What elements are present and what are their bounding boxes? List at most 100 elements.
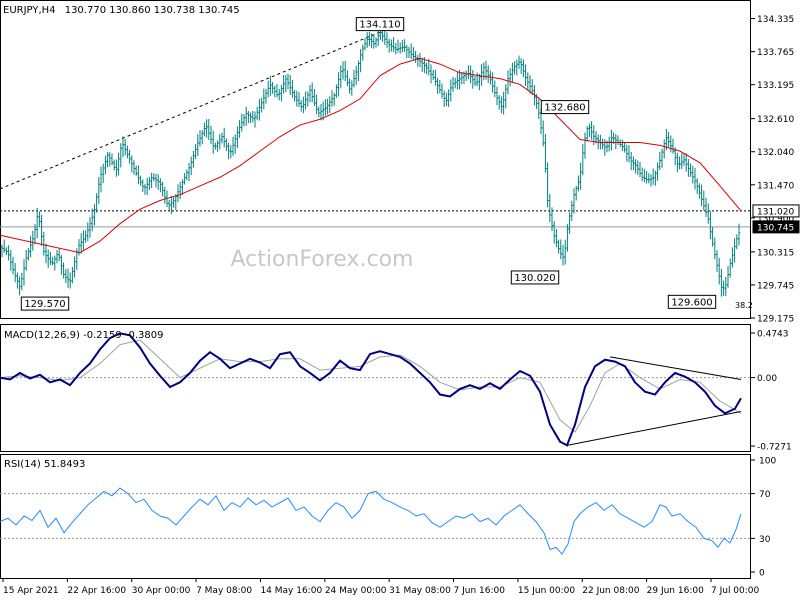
macd-signal-line [0, 339, 742, 433]
macd-trendlines [566, 356, 742, 446]
ohlc-bar [632, 156, 635, 171]
price-annotation: 134.110 [355, 17, 405, 32]
y-tick-label: -0.7271 [757, 443, 792, 453]
ohlc-bar [271, 81, 274, 94]
annotation-label: 129.570 [24, 299, 65, 310]
ohlc-bar [392, 37, 395, 52]
ohlc-bar [511, 62, 514, 83]
y-tick-label: 131.470 [757, 181, 794, 191]
y-tick-label: 133.195 [757, 81, 794, 91]
ohlc-bar [414, 50, 417, 63]
ohlc-bar [425, 62, 428, 75]
x-tick-label: 7 May 08:00 [196, 586, 252, 596]
annotation-label: 134.110 [359, 20, 400, 31]
y-tick-label: 134.335 [757, 15, 794, 25]
ohlc-bar [304, 91, 307, 110]
ohlc-bar [687, 158, 690, 177]
y-tick-label: 30 [759, 535, 771, 545]
x-tick-label: 7 Jun 16:00 [454, 586, 506, 596]
macd-title: MACD(12,26,9) -0.2159 -0.3809 [4, 330, 164, 341]
level-label: 131.020 [752, 204, 800, 218]
rsi-title: RSI(14) 51.8493 [4, 459, 85, 470]
y-tick-label: 0.00 [757, 374, 777, 384]
ohlc-bar [737, 223, 741, 246]
price-levels [0, 210, 750, 228]
ohlc-bar [731, 247, 734, 268]
price-annotation: 129.600 [667, 294, 717, 309]
trendline [0, 31, 381, 190]
ohlc-bar [480, 63, 483, 86]
ohlc-bar [698, 183, 701, 199]
x-tick-label: 15 Apr 2021 [3, 586, 59, 596]
ohlc-bar [720, 268, 723, 297]
fib-label: 38.2 [735, 301, 753, 310]
macd-trendline [609, 356, 742, 380]
ohlc-bar [665, 128, 668, 151]
price-annotations: 134.110 132.680 130.020 129.570 129.600 38.2 [20, 17, 753, 311]
y-tick-label: 129.175 [757, 315, 794, 325]
ohlc-bar [643, 168, 646, 183]
macd-main-line [0, 332, 742, 447]
y-tick-label: 130.900 [757, 214, 794, 224]
annotation-label: 130.020 [514, 273, 555, 284]
rsi-panel-frame [0, 454, 751, 579]
y-tick-label: 0 [759, 569, 765, 579]
ohlc-bar [502, 91, 505, 115]
price-bars [0, 24, 741, 297]
svg-text:EURJPY,H4 130.770 130.860: EURJPY,H4 130.770 130.860 130.738 130.74… [3, 5, 240, 16]
y-tick-label: 70 [759, 490, 771, 500]
ma-line [0, 57, 742, 254]
x-tick-label: 29 Jun 16:00 [647, 586, 704, 596]
ohlc-bar [577, 175, 580, 192]
ohlc-bar [544, 133, 547, 173]
moving-average [0, 57, 742, 254]
rsi-line [0, 487, 742, 555]
ohlc-bar [38, 211, 41, 227]
x-tick-label: 14 May 16:00 [260, 586, 322, 596]
macd-axis: 0.4743 0.00 -0.7271 [751, 330, 792, 453]
rsi-series-line [0, 487, 742, 555]
ohlc-values: 130.770 130.860 130.738 130.745 [65, 5, 240, 16]
y-tick-label: 130.315 [757, 248, 794, 258]
y-tick-label: 133.765 [757, 48, 794, 58]
x-tick-label: 7 Jul 00:00 [711, 586, 760, 596]
ohlc-bar [491, 72, 494, 93]
x-tick-label: 30 Apr 00:00 [132, 586, 191, 596]
price-annotation: 132.680 [540, 100, 590, 115]
x-tick-label: 22 Jun 08:00 [582, 586, 639, 596]
ohlc-bar [49, 251, 52, 266]
y-tick-label: 0.4743 [757, 330, 789, 340]
ohlc-bar [18, 276, 21, 296]
annotation-label: 132.680 [544, 103, 585, 114]
ohlc-bar [14, 262, 17, 283]
macd-trendline [566, 410, 742, 446]
svg-text:131.020: 131.020 [757, 207, 794, 217]
ohlc-bar [282, 75, 285, 94]
ohlc-bar [709, 211, 712, 240]
ohlc-bar [436, 77, 439, 95]
macd-panel-frame [0, 324, 751, 452]
ohlc-bar [348, 78, 351, 94]
price-trendline [0, 31, 381, 190]
y-tick-label: 129.745 [757, 281, 794, 291]
ohlc-bar [403, 39, 406, 53]
symbol-timeframe: EURJPY,H4 [3, 5, 56, 16]
ohlc-bar [566, 224, 569, 252]
ohlc-bar [370, 33, 373, 49]
level-label: 130.745 [752, 220, 800, 234]
price-axis: 134.335 133.765 133.195 132.610 132.040 131.4… [751, 15, 800, 325]
ohlc-bar [29, 235, 32, 258]
x-tick-label: 31 May 08:00 [389, 586, 451, 596]
ohlc-bar [326, 98, 329, 115]
ohlc-bar [60, 255, 63, 275]
watermark: ActionForex.com [231, 247, 414, 272]
price-annotation: 129.570 [20, 296, 70, 311]
price-panel-frame [0, 0, 751, 319]
x-tick-label: 24 May 00:00 [325, 586, 387, 596]
ohlc-bar [359, 49, 362, 73]
x-tick-label: 15 Jun 00:00 [518, 586, 575, 596]
ohlc-bar [555, 229, 558, 248]
ohlc-bar [654, 170, 657, 186]
ohlc-bar [260, 97, 263, 113]
